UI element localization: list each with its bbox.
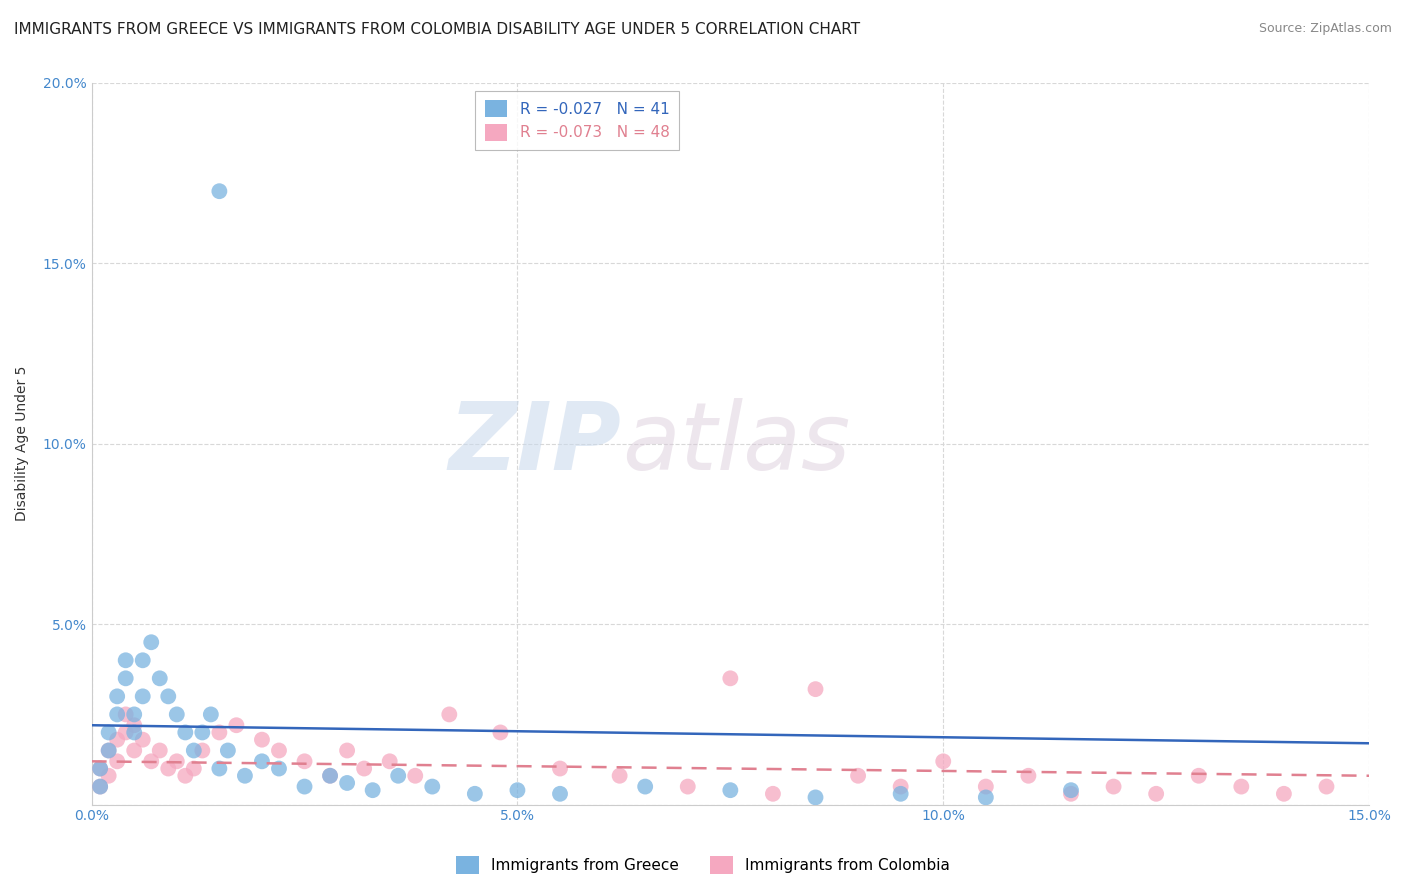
Point — [250, 754, 273, 768]
Point — [267, 762, 290, 776]
Point — [114, 725, 136, 739]
Point — [208, 184, 231, 198]
Point — [890, 780, 912, 794]
Point — [464, 787, 486, 801]
Y-axis label: Disability Age Under 5: Disability Age Under 5 — [15, 366, 30, 522]
Point — [1060, 787, 1083, 801]
Point — [89, 762, 111, 776]
Point — [217, 743, 239, 757]
Point — [97, 769, 120, 783]
Point — [191, 743, 214, 757]
Point — [1102, 780, 1125, 794]
Point — [132, 653, 155, 667]
Point — [294, 754, 316, 768]
Point — [157, 762, 180, 776]
Point — [149, 743, 172, 757]
Point — [132, 732, 155, 747]
Legend: R = -0.027   N = 41, R = -0.073   N = 48: R = -0.027 N = 41, R = -0.073 N = 48 — [475, 91, 679, 151]
Point — [319, 769, 342, 783]
Point — [804, 682, 827, 697]
Point — [233, 769, 256, 783]
Point — [846, 769, 869, 783]
Point — [676, 780, 699, 794]
Point — [336, 776, 359, 790]
Point — [1060, 783, 1083, 797]
Point — [634, 780, 657, 794]
Point — [974, 790, 997, 805]
Point — [506, 783, 529, 797]
Point — [105, 707, 128, 722]
Point — [114, 671, 136, 685]
Point — [89, 780, 111, 794]
Point — [141, 635, 163, 649]
Point — [762, 787, 785, 801]
Point — [225, 718, 247, 732]
Text: atlas: atlas — [621, 399, 851, 490]
Point — [174, 725, 197, 739]
Point — [267, 743, 290, 757]
Point — [336, 743, 359, 757]
Point — [105, 690, 128, 704]
Point — [548, 762, 571, 776]
Point — [439, 707, 461, 722]
Point — [250, 732, 273, 747]
Legend: Immigrants from Greece, Immigrants from Colombia: Immigrants from Greece, Immigrants from … — [450, 850, 956, 880]
Point — [191, 725, 214, 739]
Point — [932, 754, 955, 768]
Point — [353, 762, 375, 776]
Point — [183, 743, 205, 757]
Point — [97, 725, 120, 739]
Point — [105, 732, 128, 747]
Point — [1144, 787, 1167, 801]
Point — [122, 718, 145, 732]
Point — [166, 754, 188, 768]
Point — [208, 725, 231, 739]
Point — [609, 769, 631, 783]
Point — [1188, 769, 1211, 783]
Point — [208, 762, 231, 776]
Point — [294, 780, 316, 794]
Point — [489, 725, 512, 739]
Point — [122, 725, 145, 739]
Point — [420, 780, 443, 794]
Point — [157, 690, 180, 704]
Point — [200, 707, 222, 722]
Point — [132, 690, 155, 704]
Point — [1272, 787, 1295, 801]
Point — [1230, 780, 1253, 794]
Point — [1315, 780, 1337, 794]
Point — [122, 743, 145, 757]
Point — [114, 707, 136, 722]
Point — [804, 790, 827, 805]
Point — [718, 783, 741, 797]
Point — [378, 754, 401, 768]
Point — [89, 762, 111, 776]
Text: Source: ZipAtlas.com: Source: ZipAtlas.com — [1258, 22, 1392, 36]
Point — [166, 707, 188, 722]
Point — [97, 743, 120, 757]
Point — [718, 671, 741, 685]
Point — [105, 754, 128, 768]
Point — [97, 743, 120, 757]
Point — [361, 783, 384, 797]
Point — [114, 653, 136, 667]
Point — [319, 769, 342, 783]
Point — [174, 769, 197, 783]
Point — [548, 787, 571, 801]
Point — [183, 762, 205, 776]
Point — [149, 671, 172, 685]
Text: IMMIGRANTS FROM GREECE VS IMMIGRANTS FROM COLOMBIA DISABILITY AGE UNDER 5 CORREL: IMMIGRANTS FROM GREECE VS IMMIGRANTS FRO… — [14, 22, 860, 37]
Point — [141, 754, 163, 768]
Point — [387, 769, 409, 783]
Text: ZIP: ZIP — [449, 398, 621, 490]
Point — [890, 787, 912, 801]
Point — [122, 707, 145, 722]
Point — [404, 769, 426, 783]
Point — [1017, 769, 1039, 783]
Point — [89, 780, 111, 794]
Point — [974, 780, 997, 794]
